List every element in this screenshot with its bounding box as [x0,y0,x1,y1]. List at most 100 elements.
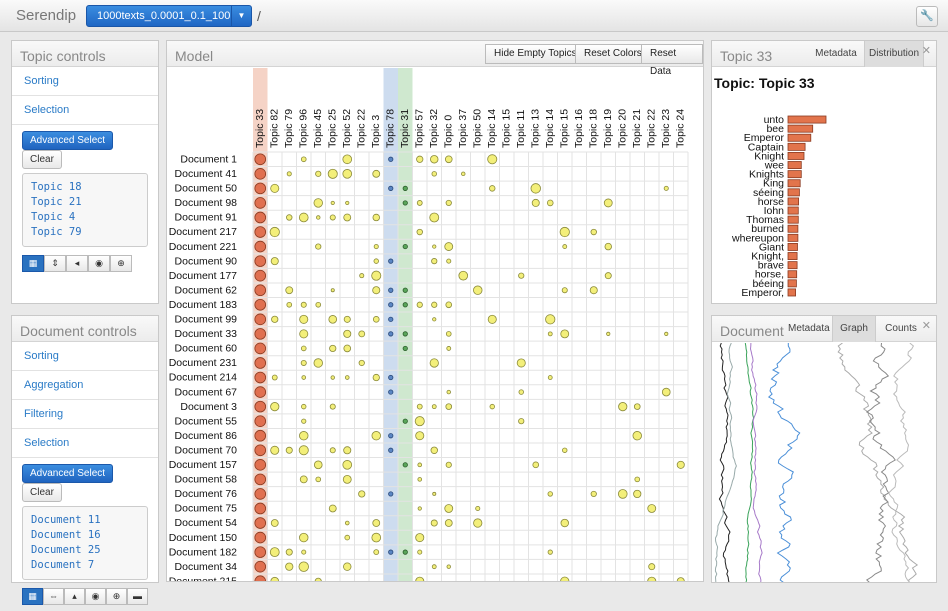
list-item[interactable]: Topic 4 [31,211,76,223]
topic-glyph [676,460,685,469]
topic-glyph [329,447,336,454]
tab-graph[interactable]: Graph [832,316,876,342]
hide-empty-topics-button[interactable]: Hide Empty Topics [485,44,586,64]
topic-glyph [254,386,267,398]
topic-glyph [458,270,469,281]
word-bar [787,252,798,260]
close-icon[interactable]: ✕ [921,320,931,332]
topic-document-matrix: Topic 33 Topic 82 Topic 79 Topic 96 Topic 45… [169,68,689,582]
eye-icon[interactable]: ◉ [88,255,110,272]
reset-data-button[interactable]: Reset Data [641,44,703,77]
topic-glyph [343,213,352,222]
topic-glyph [518,272,525,279]
document-label: Document 33 [175,328,238,340]
expand-icon[interactable]: ⇔ [43,588,64,605]
topic-label: Topic 11 [515,110,527,148]
topic-glyph [254,197,267,209]
topic-glyph [372,286,381,295]
sort-icon[interactable]: ⇕ [44,255,66,272]
topic-glyph [372,213,380,222]
topic-glyph [432,317,437,322]
topic-glyph [315,243,322,250]
topic-glyph [254,357,267,369]
topic-selection[interactable]: Selection [12,96,158,125]
topic-glyph [663,185,669,191]
word-bar [787,279,797,288]
topic-glyph [618,402,628,412]
word-label: Thomas [746,214,784,226]
topic-label: Topic 45 [312,109,324,148]
tab-metadata[interactable]: Metadata [815,48,857,59]
tab-distribution[interactable]: Distribution [864,41,924,67]
document-view-panel: Document Metadata Graph Counts ✕ [711,315,937,583]
topic-clear-button[interactable]: Clear [22,150,62,169]
zoom-icon[interactable]: ⊕ [106,588,127,605]
topic-glyph [313,460,323,470]
topic-glyph [342,169,353,179]
doc-sorting[interactable]: Sorting [12,342,158,371]
wrench-icon[interactable]: 🔧 [916,6,938,27]
doc-advanced-select-button[interactable]: Advanced Select [22,464,114,483]
topic-glyph [518,389,524,395]
word-label: burned [751,223,784,235]
topic-glyph [358,359,365,367]
folder-icon[interactable]: ▬ [127,588,148,605]
document-label: Document 1 [180,153,237,165]
list-item[interactable]: Topic 18 [31,181,82,193]
topic-glyph [446,564,451,569]
topic-glyph [254,517,267,529]
doc-clear-button[interactable]: Clear [22,483,62,502]
topic-label: Topic 14 [486,109,498,148]
close-icon[interactable]: ✕ [921,45,931,57]
topic-glyph [254,531,267,544]
topic-glyph [388,447,394,453]
doc-filtering[interactable]: Filtering [12,400,158,429]
list-item[interactable]: Document 25 [31,544,101,556]
list-item[interactable]: Topic 21 [31,196,82,208]
topic-label: Topic 3 [370,115,382,148]
topic-glyph [271,374,278,381]
word-bar [787,179,801,188]
topic-sorting[interactable]: Sorting [12,67,158,96]
reset-colors-button[interactable]: Reset Colors [575,44,651,64]
path-breadcrumb: / [257,8,261,24]
grid-icon[interactable]: ▦ [22,255,44,272]
topic-glyph [343,562,352,571]
eye-icon[interactable]: ◉ [85,588,106,605]
topic-glyph [388,331,394,337]
topic-advanced-select-button[interactable]: Advanced Select [22,131,114,150]
topic-glyph [299,431,309,441]
topic-label: Topic 22 [356,109,368,148]
topic-glyph [270,402,280,412]
zoom-icon[interactable]: ⊕ [110,255,132,272]
grid-icon[interactable]: ▦ [22,588,43,605]
topic-label: Topic 24 [675,109,687,148]
tab-counts[interactable]: Counts [885,323,917,334]
doc-selection[interactable]: Selection [12,429,158,458]
doc-aggregation[interactable]: Aggregation [12,371,158,400]
topic-glyph [489,185,496,192]
topic-glyph [416,301,423,308]
topic-glyph [329,344,337,353]
topic-glyph [285,562,294,571]
arrow-up-icon[interactable]: ▴ [64,588,85,605]
topic-label: Topic 32 [428,109,440,148]
arrow-left-icon[interactable]: ◂ [66,255,88,272]
topic-glyph [254,153,267,166]
list-item[interactable]: Document 11 [31,514,101,526]
list-item[interactable]: Document 16 [31,529,101,541]
topic-label: Topic 13 [530,109,542,148]
tab-metadata[interactable]: Metadata [788,323,830,334]
topic-glyph [560,518,569,528]
topic-glyph [446,258,452,264]
document-label: Document 215 [169,575,237,582]
list-item[interactable]: Topic 79 [31,226,82,238]
topic-glyph [254,560,267,573]
topic-glyph [301,418,307,424]
list-item[interactable]: Document 7 [31,559,95,571]
topic-glyph [416,155,424,163]
model-select[interactable]: 1000texts_0.0001_0.1_100 ▼ [86,5,252,27]
topic-glyph [516,358,526,368]
topic-glyph [402,287,408,293]
topic-glyph [315,301,322,308]
